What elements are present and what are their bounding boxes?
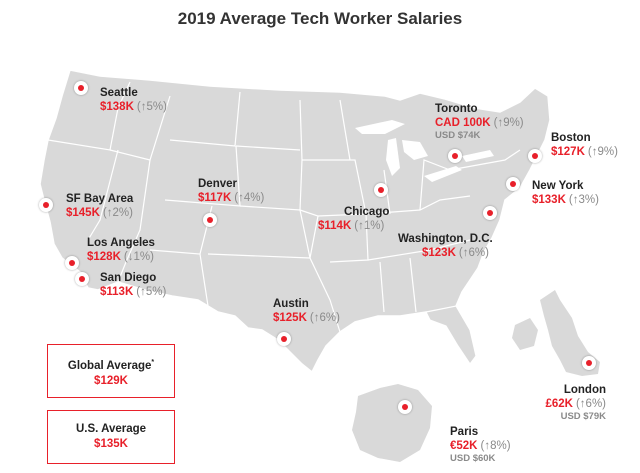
city-change: (↓1%) (123, 251, 154, 263)
city-salary: $145K (66, 207, 100, 219)
city-change: (↑9%) (587, 146, 618, 158)
city-salary: €52K (450, 440, 478, 452)
footnote-marker: * (151, 359, 155, 366)
city-change: (↑1%) (354, 220, 385, 232)
seattle-label: Seattle $138K (↑5%) (100, 86, 167, 114)
city-salary: $138K (100, 101, 134, 113)
global-average-value: $129K (94, 374, 128, 387)
city-change: (↑2%) (102, 207, 133, 219)
uk-landmass (540, 290, 600, 376)
city-name: SF Bay Area (66, 193, 134, 205)
great-lakes (355, 120, 494, 182)
city-salary: $114K (318, 220, 352, 232)
sf-label: SF Bay Area $145K (↑2%) (66, 192, 133, 220)
city-name: Austin (273, 298, 309, 310)
city-usd: USD $60K (450, 453, 496, 464)
boston-label: Boston $127K (↑9%) (551, 131, 618, 159)
sd-marker[interactable] (75, 272, 89, 286)
newyork-marker[interactable] (506, 177, 520, 191)
city-usd: USD $74K (435, 130, 481, 141)
us-average-label: U.S. Average (75, 423, 147, 435)
washington-label: Washington, D.C. $123K (↑6%) (398, 232, 493, 260)
boston-marker[interactable] (528, 149, 542, 163)
city-change: (↑3%) (568, 194, 599, 206)
france-landmass (352, 384, 432, 462)
paris-marker[interactable] (398, 400, 412, 414)
city-salary: £62K (545, 398, 573, 410)
austin-marker[interactable] (277, 332, 291, 346)
denver-label: Denver $117K (↑4%) (198, 177, 264, 205)
city-name: Toronto (435, 103, 478, 115)
seattle-marker[interactable] (74, 81, 88, 95)
chicago-marker[interactable] (374, 183, 388, 197)
sd-label: San Diego $113K (↑5%) (100, 271, 166, 299)
city-change: (↑6%) (458, 247, 489, 259)
ireland-landmass (512, 318, 538, 350)
city-salary: $113K (100, 286, 134, 298)
city-salary: $133K (532, 194, 566, 206)
city-salary: $128K (87, 251, 121, 263)
us-average-box: U.S. Average $135K (47, 410, 175, 464)
state-borders (47, 81, 521, 333)
city-name: Seattle (100, 87, 138, 99)
newyork-label: New York $133K (↑3%) (532, 179, 599, 207)
chicago-label: Chicago $114K (↑1%) (318, 205, 389, 233)
sf-marker[interactable] (39, 198, 53, 212)
city-change: (↑8%) (480, 440, 511, 452)
paris-label: Paris €52K (↑8%) USD $60K (450, 425, 511, 465)
city-salary: $123K (422, 247, 456, 259)
city-name: Denver (198, 178, 237, 190)
florida (425, 305, 477, 366)
city-change: (↑6%) (575, 398, 606, 410)
city-change: (↑9%) (493, 117, 524, 129)
city-name: Los Angeles (87, 237, 155, 249)
city-name: Chicago (344, 206, 390, 218)
city-salary: $117K (198, 192, 232, 204)
city-salary: $125K (273, 312, 307, 324)
city-salary: $127K (551, 146, 585, 158)
global-average-label: Global Average (67, 359, 152, 372)
city-change: (↑5%) (136, 286, 167, 298)
city-name: Paris (450, 426, 479, 438)
toronto-label: Toronto CAD 100K (↑9%) USD $74K (435, 102, 524, 142)
la-marker[interactable] (65, 256, 79, 270)
city-name: London (563, 384, 606, 396)
washington-marker[interactable] (483, 206, 497, 220)
city-change: (↑6%) (309, 312, 340, 324)
city-name: New York (532, 180, 584, 192)
london-marker[interactable] (582, 356, 596, 370)
la-label: Los Angeles $128K (↓1%) (87, 236, 155, 264)
toronto-marker[interactable] (448, 149, 462, 163)
city-usd: USD $79K (560, 411, 606, 422)
us-average-value: $135K (94, 438, 128, 450)
city-name: Boston (551, 132, 591, 144)
page-title: 2019 Average Tech Worker Salaries (177, 9, 463, 28)
global-average-box: Global Average* $129K (47, 344, 175, 398)
city-name: Washington, D.C. (398, 233, 493, 245)
city-name: San Diego (100, 272, 157, 284)
city-salary: CAD 100K (435, 117, 491, 129)
austin-label: Austin $125K (↑6%) (273, 297, 340, 325)
london-label: London £62K (↑6%) USD $79K (520, 383, 606, 423)
city-change: (↑4%) (234, 192, 265, 204)
city-change: (↑5%) (136, 101, 167, 113)
denver-marker[interactable] (203, 213, 217, 227)
